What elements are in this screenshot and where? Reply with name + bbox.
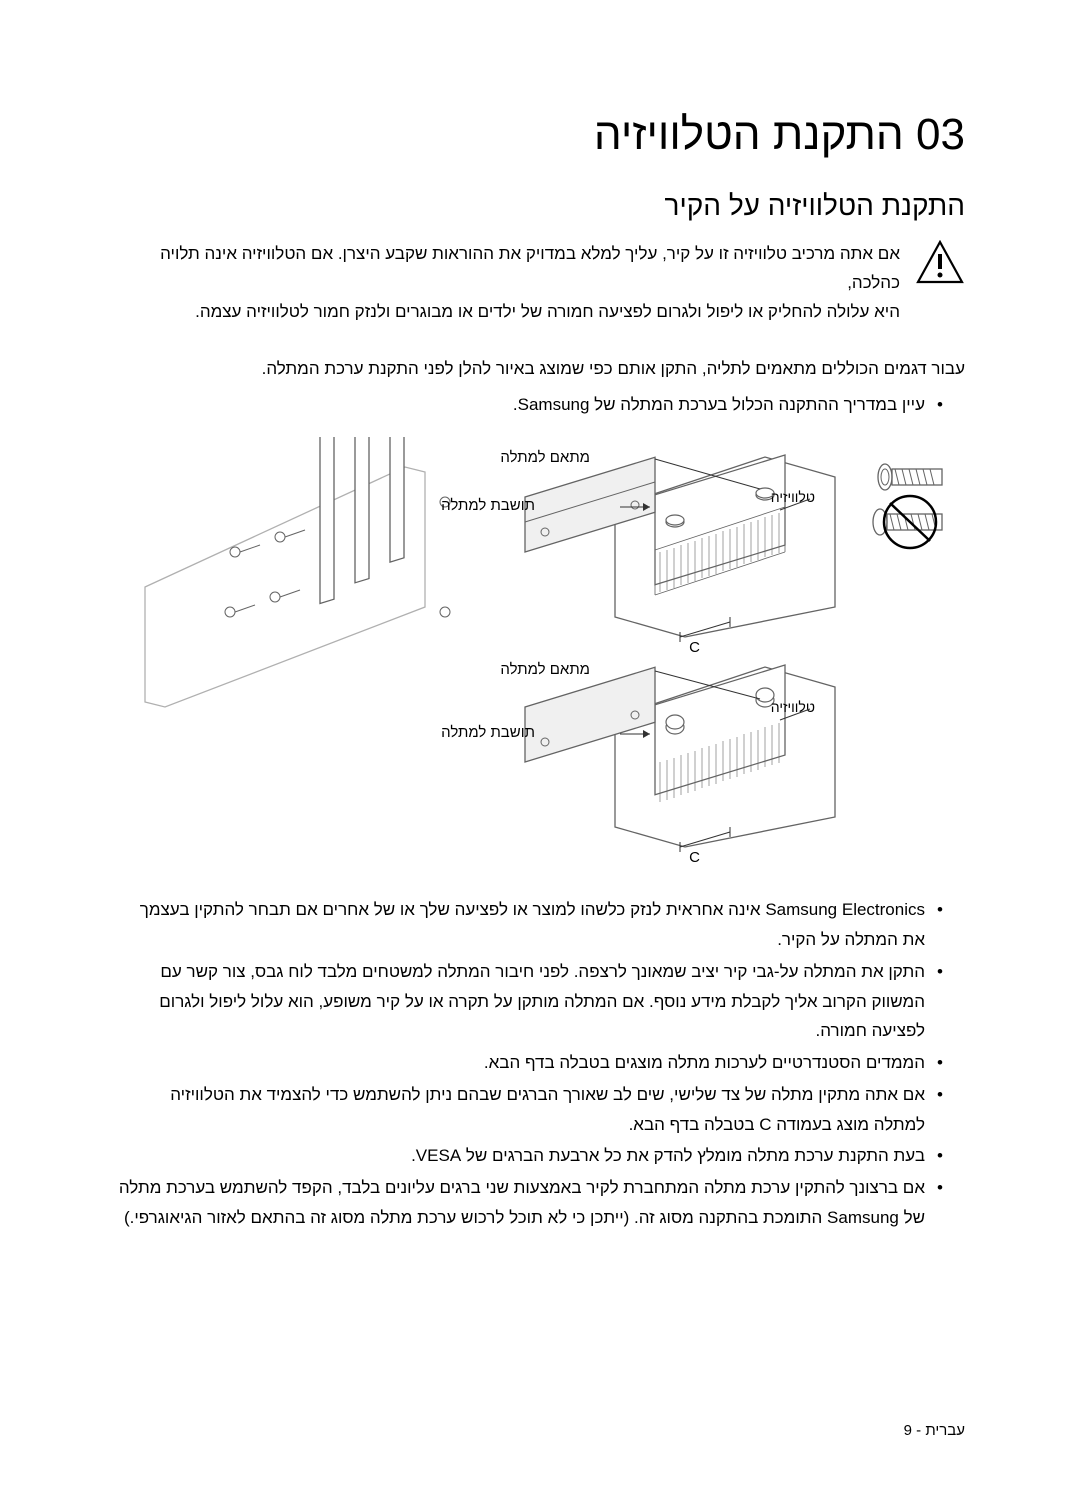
list-item: בעת התקנת ערכת מתלה מומלץ להדק את כל ארב… <box>115 1141 943 1171</box>
list-item: התקן את המתלה על-גבי קיר יציב שמאונך לרצ… <box>115 957 943 1046</box>
tv-label-top: טלוויזיה <box>771 489 815 505</box>
footer-page: 9 <box>904 1422 912 1439</box>
adapter-label-top: מתאם למתלה <box>500 449 590 466</box>
tv-label-bottom: טלוויזיה <box>771 699 815 715</box>
list-item: אם אתה מתקין מתלה של צד שלישי, שים לב שא… <box>115 1080 943 1140</box>
list-item: הממדים הסטנדרטיים לערכות מתלה מוצגים בטב… <box>115 1048 943 1078</box>
chapter-number: 03 <box>916 110 965 159</box>
intro-bullet-list: עיין במדריך ההתקנה הכלול בערכת המתלה של … <box>115 390 965 420</box>
intro-bullet: עיין במדריך ההתקנה הכלול בערכת המתלה של … <box>115 390 943 420</box>
warning-line2: היא עלולה להחליק או ליפול ולגרום לפציעה … <box>195 302 900 321</box>
warning-line1: אם אתה מרכיב טלוויזיה זו על קיר, עליך למ… <box>160 244 900 292</box>
mounting-diagram: C מתאם <box>115 437 965 867</box>
section-title: התקנת הטלוויזיה על הקיר <box>115 190 965 222</box>
list-item: אם ברצונך להתקין ערכת מתלה המתחברת לקיר … <box>115 1173 943 1233</box>
diagram-svg: C מתאם <box>115 437 965 867</box>
notes-list: Samsung Electronics אינה אחראית לנזק כלש… <box>115 895 965 1232</box>
warning-icon <box>915 240 965 290</box>
chapter-title: 03 התקנת הטלוויזיה <box>115 110 965 160</box>
page-footer: עברית - 9 <box>904 1422 965 1439</box>
c-label-bottom: C <box>689 849 700 866</box>
adapter-label-bottom: מתאם למתלה <box>500 661 590 678</box>
footer-dash: - <box>912 1422 921 1439</box>
list-item: Samsung Electronics אינה אחראית לנזק כלש… <box>115 895 943 955</box>
c-label-top: C <box>689 639 700 656</box>
bracket-label-bottom: תושבת למתלה <box>441 724 535 741</box>
intro-paragraph: עבור דגמים הכוללים מתאמים לתליה, התקן או… <box>115 355 965 384</box>
chapter-title-text: התקנת הטלוויזיה <box>594 110 904 159</box>
bracket-label-top: תושבת למתלה <box>441 497 535 514</box>
warning-text: אם אתה מרכיב טלוויזיה זו על קיר, עליך למ… <box>115 240 900 327</box>
footer-lang: עברית <box>925 1422 965 1439</box>
warning-block: אם אתה מרכיב טלוויזיה זו על קיר, עליך למ… <box>115 240 965 327</box>
